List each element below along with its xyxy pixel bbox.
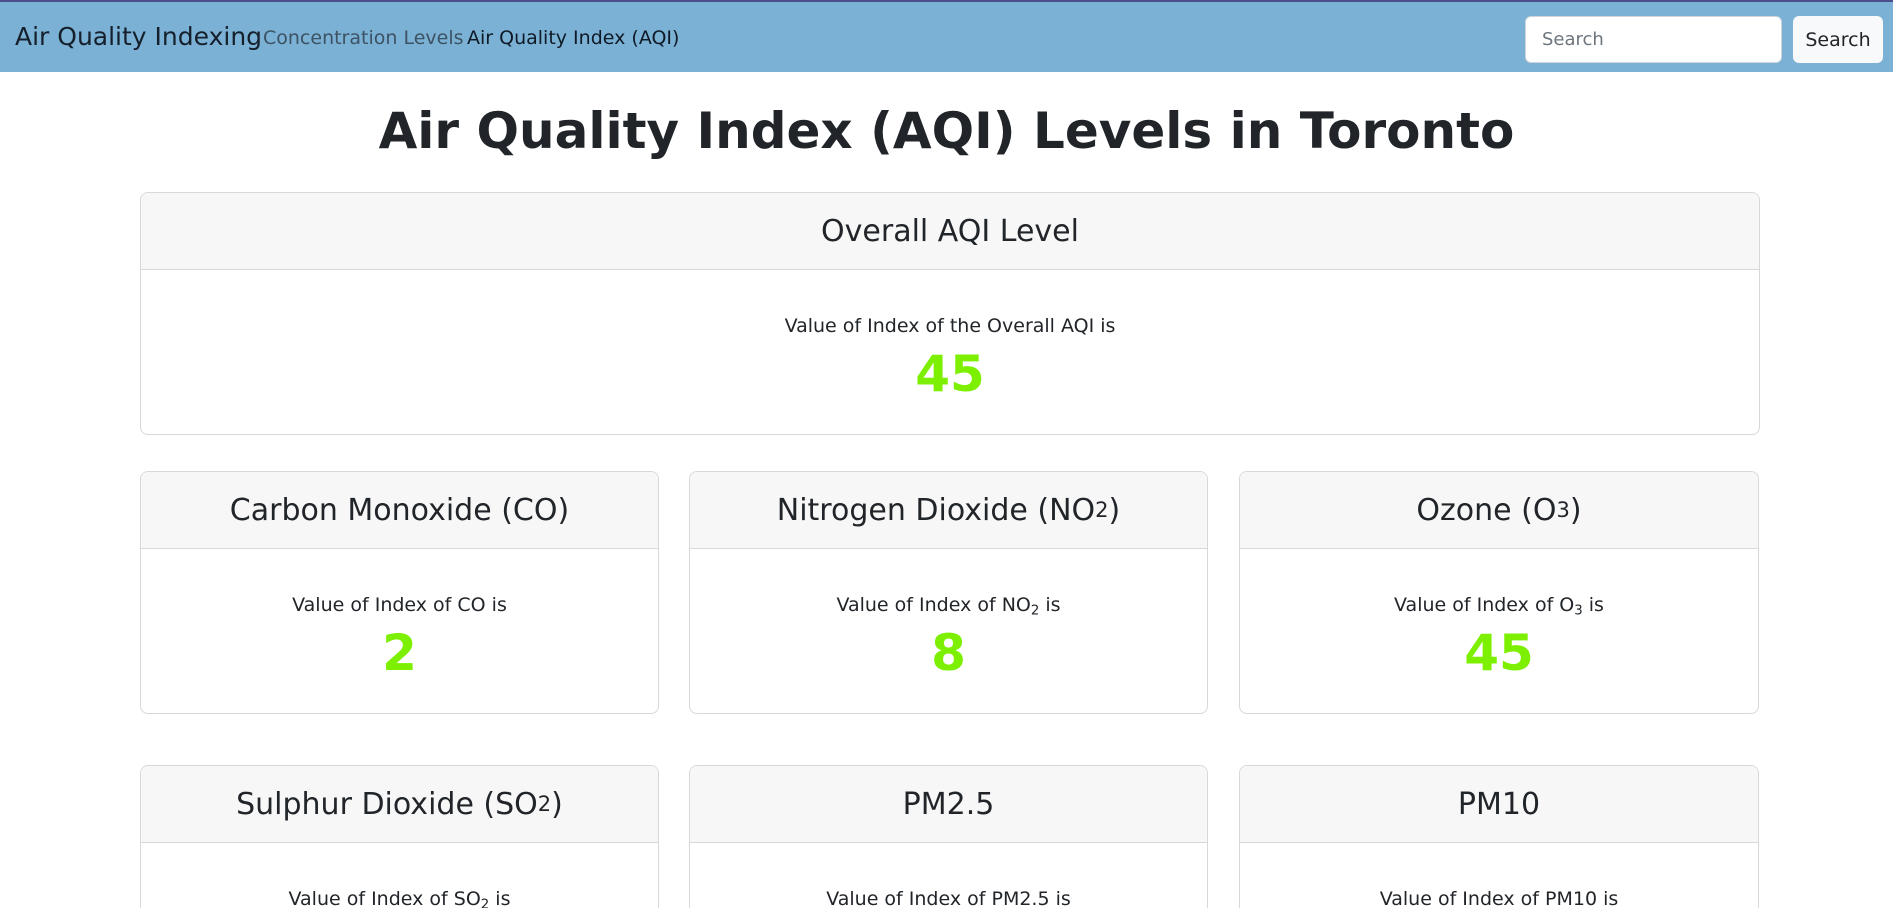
o3-card: Ozone (O 3) Value of Index of O3 is 45: [1239, 471, 1759, 714]
navbar: Air Quality Indexing Concentration Level…: [0, 0, 1893, 72]
nav-link-concentration-levels[interactable]: Concentration Levels: [263, 27, 464, 49]
no2-card: Nitrogen Dioxide (NO 2) Value of Index of…: [689, 471, 1208, 714]
brand-link[interactable]: Air Quality Indexing: [15, 22, 263, 51]
card-body: Value of Index of CO is 2: [141, 593, 658, 683]
aqi-value: 2: [382, 624, 417, 682]
card-label: Value of Index of NO2 is: [836, 594, 1061, 619]
card-header: Carbon Monoxide (CO): [141, 472, 658, 549]
card-header: PM2.5: [690, 766, 1207, 843]
search-button[interactable]: Search: [1793, 16, 1883, 63]
co-card: Carbon Monoxide (CO) Value of Index of C…: [140, 471, 659, 714]
card-label: Value of Index of the Overall AQI is: [784, 315, 1116, 337]
card-label: Value of Index of PM2.5 is: [826, 888, 1071, 908]
pm10-card: PM10 Value of Index of PM10 is: [1239, 765, 1759, 908]
card-header: PM10: [1240, 766, 1758, 843]
nav-link-aqi[interactable]: Air Quality Index (AQI): [467, 27, 680, 49]
page-title: Air Quality Index (AQI) Levels in Toront…: [378, 102, 1515, 160]
search-input[interactable]: [1525, 16, 1782, 63]
aqi-value: 45: [1464, 624, 1534, 682]
card-header: Overall AQI Level: [141, 193, 1759, 270]
card-label: Value of Index of PM10 is: [1379, 888, 1619, 908]
card-body: Value of Index of SO2 is: [141, 887, 658, 908]
so2-card: Sulphur Dioxide (SO 2) Value of Index of …: [140, 765, 659, 908]
card-header: Ozone (O 3): [1240, 472, 1758, 549]
aqi-value: 8: [931, 624, 966, 682]
card-label: Value of Index of SO2 is: [288, 888, 511, 908]
aqi-value: 45: [915, 345, 985, 403]
overall-aqi-card: Overall AQI Level Value of Index of the …: [140, 192, 1760, 435]
card-body: Value of Index of O3 is 45: [1240, 593, 1758, 683]
card-body: Value of Index of the Overall AQI is 45: [141, 314, 1759, 404]
card-header: Nitrogen Dioxide (NO 2): [690, 472, 1207, 549]
card-label: Value of Index of O3 is: [1394, 594, 1604, 619]
card-body: Value of Index of PM10 is: [1240, 887, 1758, 908]
card-body: Value of Index of NO2 is 8: [690, 593, 1207, 683]
card-body: Value of Index of PM2.5 is: [690, 887, 1207, 908]
card-header: Sulphur Dioxide (SO 2): [141, 766, 658, 843]
card-label: Value of Index of CO is: [292, 594, 507, 616]
pm25-card: PM2.5 Value of Index of PM2.5 is: [689, 765, 1208, 908]
